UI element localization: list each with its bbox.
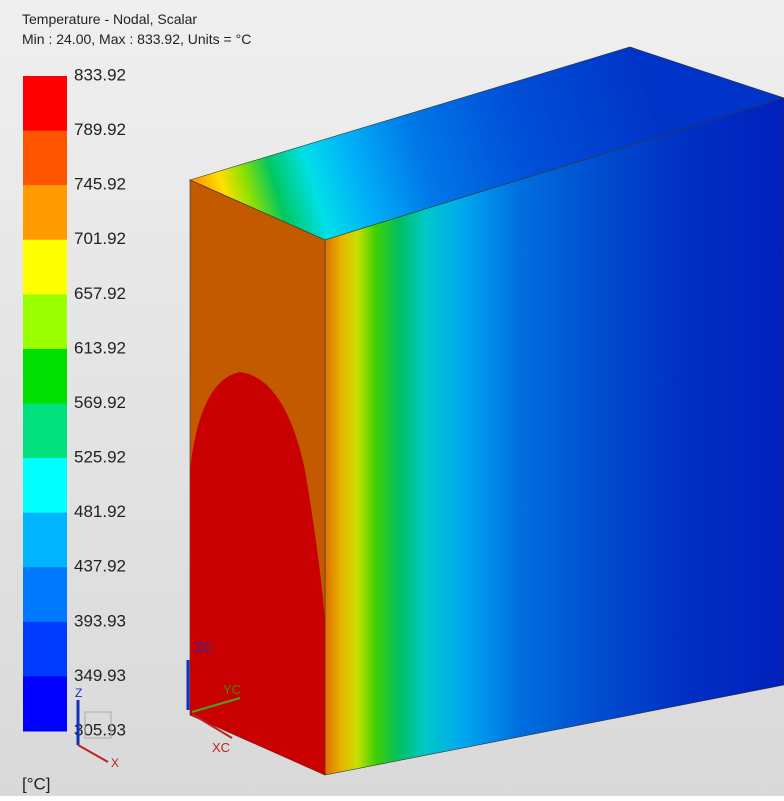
legend-label: 393.93 <box>74 611 126 630</box>
triad-label: XC <box>212 740 230 755</box>
legend-label: 305.93 <box>74 720 126 739</box>
triad-label: Z <box>75 686 82 700</box>
triad-label: YC <box>223 682 241 697</box>
legend-band <box>23 294 67 349</box>
legend-band <box>23 567 67 622</box>
legend-band <box>23 240 67 295</box>
legend-label: 437.92 <box>74 557 126 576</box>
legend-band <box>23 513 67 568</box>
legend-band <box>23 404 67 459</box>
legend-band <box>23 622 67 677</box>
legend-label: 833.92 <box>74 65 126 84</box>
legend-label: 701.92 <box>74 229 126 248</box>
legend-band <box>23 185 67 240</box>
legend-band <box>23 76 67 131</box>
result-view: Temperature - Nodal, Scalar Min : 24.00,… <box>0 0 784 796</box>
legend-label: 525.92 <box>74 448 126 467</box>
legend-label: 481.92 <box>74 502 126 521</box>
legend-band <box>23 458 67 513</box>
legend-band <box>23 676 67 731</box>
legend-label: 789.92 <box>74 120 126 139</box>
triad-label: X <box>111 756 119 770</box>
triad-label: ZC <box>195 640 212 655</box>
legend-band <box>23 131 67 186</box>
legend-label: 613.92 <box>74 338 126 357</box>
viewport: Temperature - Nodal, Scalar Min : 24.00,… <box>0 0 784 796</box>
legend-units: [°C] <box>22 774 51 793</box>
legend-label: 349.93 <box>74 666 126 685</box>
color-legend: 833.92 789.92 745.92 701.92 657.92 613.92 569.… <box>23 65 126 739</box>
legend-label: 745.92 <box>74 175 126 194</box>
legend-label: 657.92 <box>74 284 126 303</box>
legend-label: 569.92 <box>74 393 126 412</box>
result-title: Temperature - Nodal, Scalar <box>22 11 197 27</box>
result-range: Min : 24.00, Max : 833.92, Units = °C <box>22 31 251 47</box>
legend-band <box>23 349 67 404</box>
